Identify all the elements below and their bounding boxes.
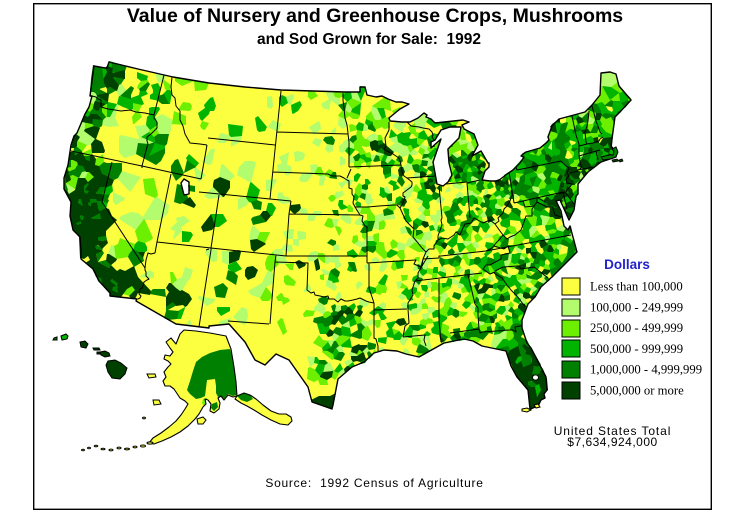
svg-text:United States Total: United States Total: [554, 424, 672, 438]
svg-text:Dollars: Dollars: [604, 257, 650, 272]
svg-text:250,000 - 499,999: 250,000 - 499,999: [590, 321, 683, 335]
svg-text:5,000,000 or more: 5,000,000 or more: [590, 384, 684, 398]
svg-text:Value of Nursery and Greenhous: Value of Nursery and Greenhouse Crops, M…: [127, 5, 623, 27]
svg-text:500,000 - 999,999: 500,000 - 999,999: [590, 342, 683, 356]
svg-text:Source: 1992 Census of Agricu: Source: 1992 Census of Agriculture: [265, 476, 483, 490]
svg-text:Less than 100,000: Less than 100,000: [590, 280, 683, 294]
svg-text:$7,634,924,000: $7,634,924,000: [567, 435, 657, 449]
svg-text:100,000 - 249,999: 100,000 - 249,999: [590, 300, 683, 314]
svg-text:1,000,000 - 4,999,999: 1,000,000 - 4,999,999: [590, 363, 702, 377]
svg-text:and Sod Grown for Sale: 1992: and Sod Grown for Sale: 1992: [257, 31, 481, 48]
